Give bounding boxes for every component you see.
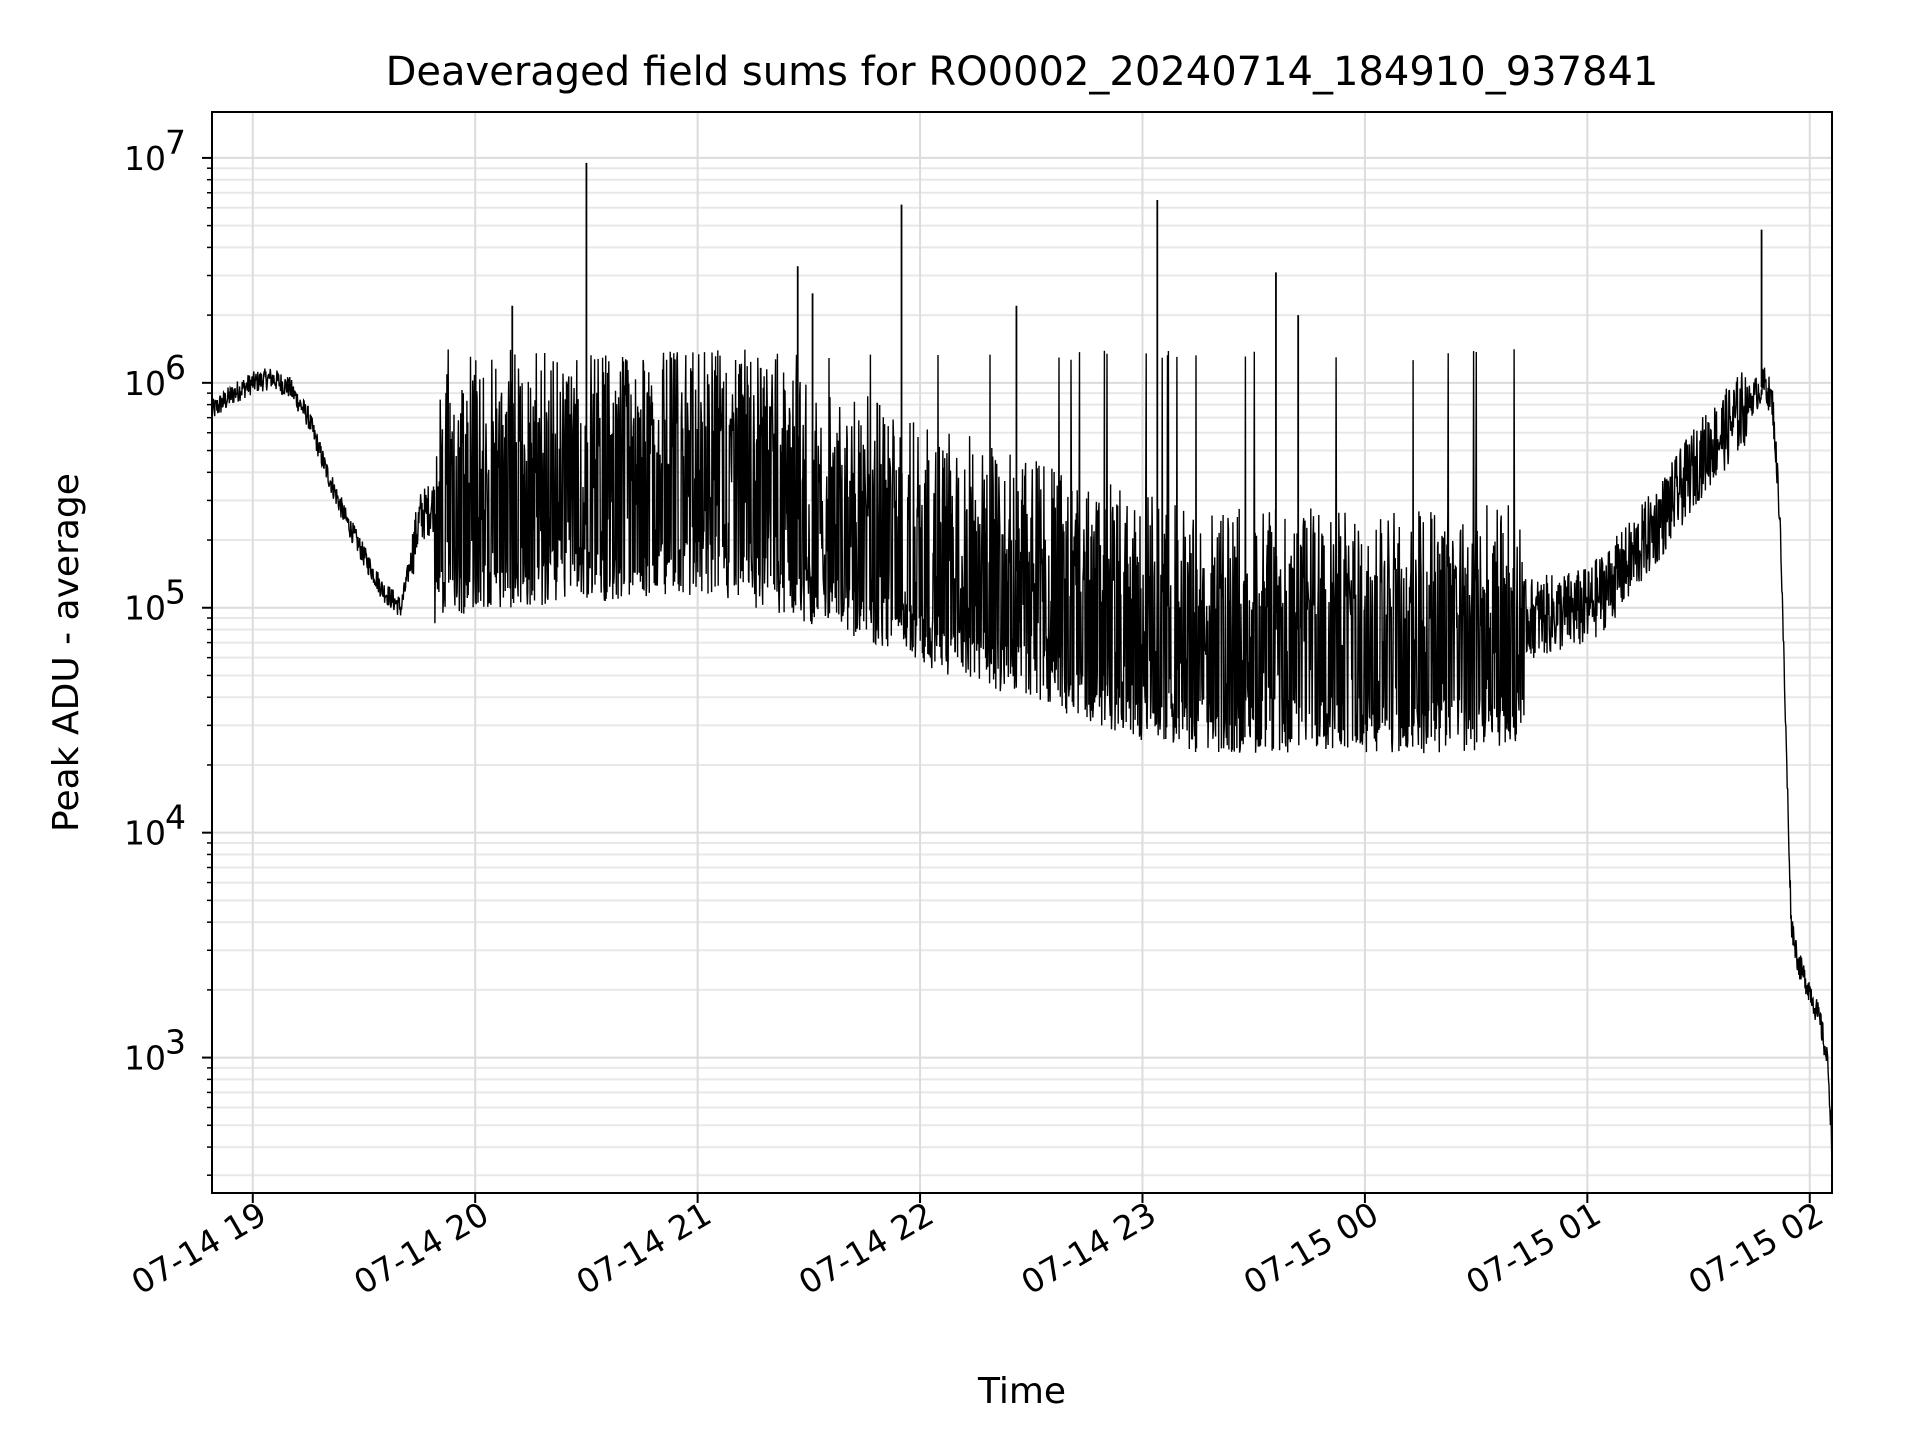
y-tick-label: 10 [124, 1039, 166, 1078]
y-tick-base: 10 [124, 139, 166, 178]
plot-data [211, 162, 1833, 1155]
y-tick-label: 10 [124, 814, 166, 853]
y-tick-label: 10 [124, 364, 166, 403]
series-line [211, 349, 1833, 1155]
y-tick-exponent: 7 [165, 123, 186, 162]
x-axis-label: Time [977, 1371, 1066, 1412]
y-tick-exponent: 3 [165, 1023, 186, 1062]
y-tick-base: 10 [124, 364, 166, 403]
y-tick-label: 10 [124, 589, 166, 628]
y-tick-base: 10 [124, 1039, 166, 1078]
chart-title: Deaveraged field sums for RO0002_2024071… [386, 49, 1659, 95]
y-tick-base: 10 [124, 814, 166, 853]
y-tick-exponent: 5 [165, 573, 186, 612]
plot-frame [211, 111, 1833, 1194]
y-axis-label: Peak ADU - average [46, 473, 87, 832]
y-tick-label: 10 [124, 139, 166, 178]
y-tick-exponent: 4 [165, 798, 186, 837]
y-tick-base: 10 [124, 589, 166, 628]
y-tick-exponent: 6 [165, 348, 186, 387]
